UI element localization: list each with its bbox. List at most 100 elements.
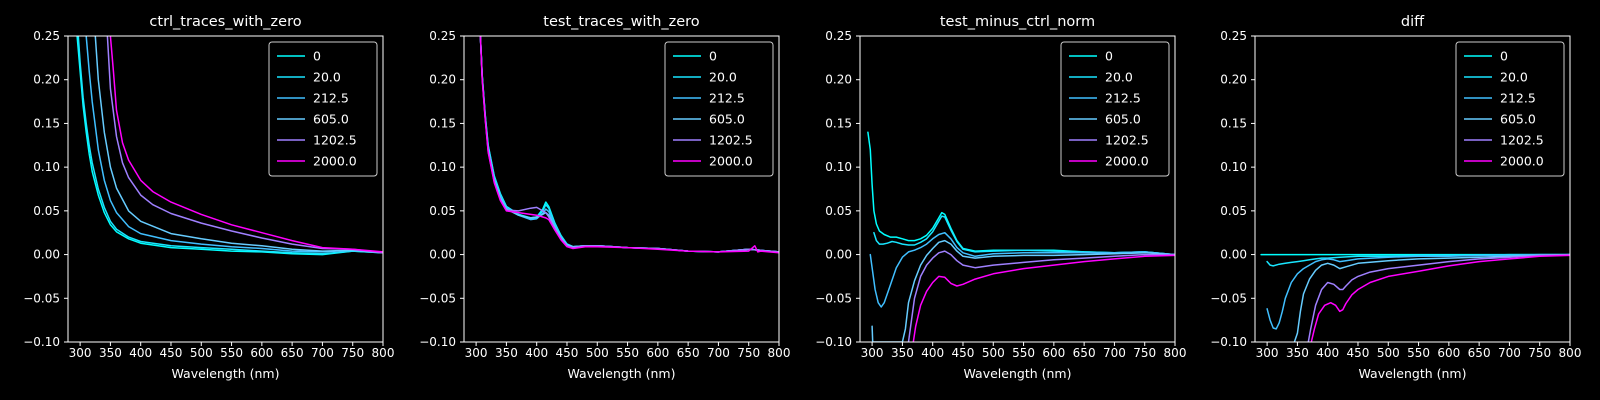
x-tick-label: 800	[1164, 346, 1187, 360]
y-tick-label: −0.05	[419, 291, 456, 305]
axes-frame	[463, 35, 780, 343]
x-tick-label: 450	[952, 346, 975, 360]
legend-label: 0	[313, 49, 321, 64]
x-tick-label: 700	[1498, 346, 1521, 360]
x-tick-label: 400	[921, 346, 944, 360]
series-line-3	[85, 36, 383, 254]
x-tick-label: 650	[1073, 346, 1096, 360]
chart-title: test_minus_ctrl_norm	[940, 14, 1095, 30]
chart-panel-4: 300 350 400 450 500 550 600 650 700 750 800 −0.10 −0…	[1210, 14, 1581, 381]
x-tick-label: 400	[525, 346, 548, 360]
legend-label: 0	[709, 49, 717, 64]
x-tick-label: 800	[1559, 346, 1582, 360]
series-line-4	[94, 36, 383, 254]
y-tick-label: 0.10	[825, 160, 852, 174]
legend: 0 20.0 212.5 605.0 1202.5 2000.0	[268, 41, 378, 177]
y-tick-label: 0.00	[33, 248, 60, 262]
y-tick-label: 0.25	[825, 29, 852, 43]
series-line-1	[76, 36, 383, 256]
x-tick-label: 650	[677, 346, 700, 360]
y-tick-label: −0.05	[1210, 291, 1247, 305]
y-tick-label: 0.00	[1220, 248, 1247, 262]
y-tick-label: 0.05	[1220, 204, 1247, 218]
x-tick-label: 750	[737, 346, 760, 360]
legend-label: 2000.0	[1500, 154, 1544, 169]
x-tick-label: 550	[616, 346, 639, 360]
series-line-2	[873, 215, 1175, 256]
axes-frame	[67, 35, 384, 343]
legend-label: 212.5	[709, 91, 745, 106]
y-tick-label: −0.05	[815, 291, 852, 305]
chart-title: test_traces_with_zero	[543, 14, 700, 30]
x-axis-label: Wavelength (nm)	[1359, 366, 1467, 381]
legend-label: 0	[1105, 49, 1113, 64]
legend-label: 0	[1500, 49, 1508, 64]
legend-label: 2000.0	[1105, 154, 1149, 169]
legend-box	[268, 41, 378, 177]
legend-box	[664, 41, 774, 177]
x-tick-label: 400	[129, 346, 152, 360]
x-tick-label: 350	[1286, 346, 1309, 360]
x-tick-label: 600	[1042, 346, 1065, 360]
x-axis-label: Wavelength (nm)	[568, 366, 676, 381]
legend-label: 212.5	[313, 91, 349, 106]
x-tick-label: 550	[220, 346, 243, 360]
x-tick-label: 650	[1468, 346, 1491, 360]
series-line-3	[869, 231, 1175, 308]
x-tick-label: 800	[768, 346, 791, 360]
x-tick-label: 450	[160, 346, 183, 360]
legend-label: 1202.5	[709, 133, 753, 148]
legend-label: 1202.5	[1105, 133, 1149, 148]
series-lines	[76, 36, 383, 256]
x-tick-label: 350	[99, 346, 122, 360]
x-tick-label: 750	[341, 346, 364, 360]
legend: 0 20.0 212.5 605.0 1202.5 2000.0	[664, 41, 774, 177]
y-tick-label: 0.05	[33, 204, 60, 218]
series-lines	[479, 36, 779, 254]
y-tick-label: 0.05	[825, 204, 852, 218]
legend-label: 605.0	[1500, 112, 1536, 127]
legend-label: 212.5	[1500, 91, 1536, 106]
chart-panel-1: 300 350 400 450 500 550 600 650 700 750 800 −0.10 −0…	[23, 14, 394, 381]
legend-box	[1455, 41, 1565, 177]
y-tick-label: 0.15	[825, 116, 852, 130]
legend-label: 1202.5	[1500, 133, 1544, 148]
legend-box	[1060, 41, 1170, 177]
x-tick-label: 550	[1012, 346, 1035, 360]
x-tick-label: 450	[556, 346, 579, 360]
series-line-5	[1307, 253, 1570, 342]
y-tick-label: 0.20	[33, 73, 60, 87]
series-line-6	[479, 36, 779, 254]
series-line-3	[1266, 253, 1570, 330]
chart-title: diff	[1401, 14, 1425, 30]
legend-label: 20.0	[709, 70, 737, 85]
series-line-6	[1310, 254, 1570, 342]
legend-label: 20.0	[1105, 70, 1133, 85]
chart-panel-2: 300 350 400 450 500 550 600 650 700 750 800 −0.10 −0…	[419, 14, 790, 381]
series-line-5	[106, 36, 383, 254]
y-tick-label: 0.20	[1220, 73, 1247, 87]
series-line-6	[912, 254, 1175, 342]
axes-frame	[1254, 35, 1571, 343]
series-line-4	[1293, 253, 1570, 342]
legend-label: 605.0	[1105, 112, 1141, 127]
legend-label: 212.5	[1105, 91, 1141, 106]
legend-label: 605.0	[709, 112, 745, 127]
legend-label: 20.0	[1500, 70, 1528, 85]
legend-label: 1202.5	[313, 133, 357, 148]
y-tick-label: 0.20	[429, 73, 456, 87]
y-tick-label: −0.10	[815, 335, 852, 349]
legend: 0 20.0 212.5 605.0 1202.5 2000.0	[1060, 41, 1170, 177]
legend-label: 2000.0	[709, 154, 753, 169]
x-tick-label: 500	[190, 346, 213, 360]
x-tick-label: 750	[1133, 346, 1156, 360]
y-tick-label: 0.15	[429, 116, 456, 130]
y-tick-label: 0.25	[1220, 29, 1247, 43]
x-axis-label: Wavelength (nm)	[964, 366, 1072, 381]
x-tick-label: 600	[250, 346, 273, 360]
series-line-5	[907, 250, 1175, 342]
chart-title: ctrl_traces_with_zero	[149, 14, 301, 30]
y-tick-label: 0.20	[825, 73, 852, 87]
series-line-2	[77, 36, 383, 255]
